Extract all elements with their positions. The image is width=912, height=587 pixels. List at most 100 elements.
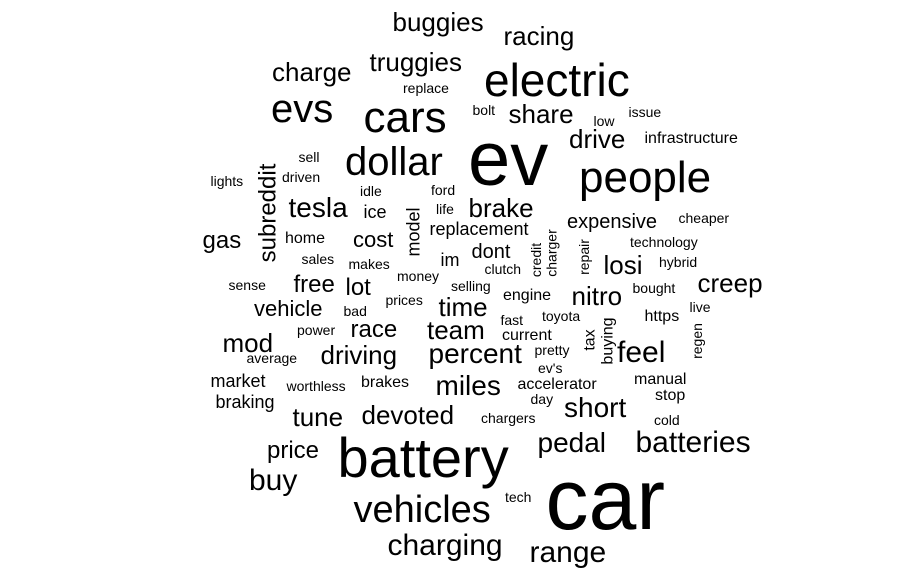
word-electric: electric: [484, 54, 630, 106]
word-racing: racing: [503, 21, 575, 51]
word-bolt: bolt: [472, 102, 496, 118]
word-lights: lights: [210, 173, 244, 189]
word-ford: ford: [431, 182, 456, 198]
word-clutch: clutch: [484, 261, 522, 277]
word-life: life: [436, 201, 454, 217]
word-evs-apostrophe: ev's: [538, 360, 563, 376]
word-price: price: [267, 437, 320, 464]
word-chargers: chargers: [481, 410, 536, 426]
word-dollar: dollar: [345, 140, 443, 184]
word-tax: tax: [581, 329, 599, 351]
word-live: live: [689, 299, 711, 315]
word-subreddit: subreddit: [253, 163, 281, 263]
word-pedal: pedal: [537, 427, 607, 458]
word-worthless: worthless: [286, 378, 346, 394]
word-average: average: [246, 350, 298, 366]
word-tech: tech: [505, 489, 532, 505]
word-sense: sense: [228, 277, 266, 293]
word-repair: repair: [575, 239, 592, 275]
word-power: power: [297, 322, 336, 338]
word-charger: charger: [543, 229, 560, 277]
word-race: race: [350, 316, 398, 343]
word-vehicles: vehicles: [353, 489, 491, 531]
word-model: model: [403, 207, 424, 257]
word-brakes: brakes: [361, 374, 410, 391]
word-tesla: tesla: [288, 192, 348, 223]
word-buying: buying: [599, 317, 617, 365]
word-team: team: [427, 315, 485, 345]
word-share: share: [508, 99, 574, 129]
word-braking: braking: [215, 392, 275, 412]
word-fast: fast: [500, 312, 524, 328]
word-makes: makes: [348, 256, 390, 272]
word-day: day: [530, 391, 554, 407]
word-nitro: nitro: [571, 281, 623, 311]
word-gas: gas: [202, 227, 242, 254]
word-hybrid: hybrid: [659, 254, 698, 270]
word-toyota: toyota: [542, 308, 581, 324]
word-devoted: devoted: [361, 400, 455, 430]
word-lot: lot: [345, 274, 371, 301]
word-charge: charge: [272, 57, 352, 87]
word-https: https: [644, 308, 680, 325]
word-cars: cars: [363, 93, 447, 142]
word-cost: cost: [353, 227, 394, 252]
word-tune: tune: [292, 402, 344, 432]
word-manual: manual: [634, 371, 687, 388]
word-engine: engine: [503, 287, 552, 304]
word-prices: prices: [385, 292, 423, 308]
word-sell: sell: [298, 149, 320, 165]
word-low: low: [593, 113, 615, 129]
word-truggies: truggies: [369, 47, 463, 77]
word-replace: replace: [403, 80, 449, 96]
word-cold: cold: [654, 412, 680, 428]
word-accelerator: accelerator: [517, 376, 597, 393]
word-losi: losi: [603, 250, 643, 280]
word-charging: charging: [387, 529, 503, 562]
word-people: people: [579, 153, 712, 202]
word-selling: selling: [451, 278, 491, 294]
word-issue: issue: [628, 104, 662, 120]
word-free: free: [293, 271, 335, 298]
word-cheaper: cheaper: [678, 210, 730, 226]
word-feel: feel: [617, 336, 666, 369]
word-miles: miles: [435, 370, 501, 401]
word-battery: battery: [337, 426, 509, 489]
word-regen: regen: [688, 323, 705, 359]
word-dont: dont: [471, 241, 511, 263]
word-evs: evs: [271, 87, 334, 131]
word-ev: ev: [468, 117, 549, 202]
word-current: current: [502, 327, 552, 344]
word-brake: brake: [468, 193, 534, 223]
word-replacement: replacement: [429, 219, 529, 239]
word-bad: bad: [343, 303, 367, 319]
word-technology: technology: [630, 234, 698, 250]
word-buggies: buggies: [392, 7, 484, 37]
word-sales: sales: [301, 251, 335, 267]
word-ice: ice: [363, 202, 387, 222]
word-infrastructure: infrastructure: [644, 130, 738, 147]
word-range: range: [529, 536, 607, 569]
word-im: im: [440, 250, 460, 270]
word-bought: bought: [632, 280, 676, 296]
word-short: short: [564, 392, 627, 423]
word-vehicle: vehicle: [254, 296, 323, 321]
word-expensive: expensive: [567, 211, 658, 233]
word-money: money: [397, 268, 440, 284]
word-batteries: batteries: [635, 426, 751, 459]
word-idle: idle: [360, 183, 382, 199]
word-drive: drive: [569, 124, 626, 154]
word-market: market: [210, 371, 266, 391]
word-driven: driven: [282, 169, 321, 185]
word-buy: buy: [249, 464, 298, 497]
word-home: home: [285, 230, 326, 247]
word-stop: stop: [655, 387, 686, 404]
word-credit: credit: [528, 242, 545, 278]
word-mod: mod: [222, 328, 274, 358]
word-car: car: [545, 452, 665, 548]
word-creep: creep: [697, 268, 763, 298]
word-pretty: pretty: [534, 342, 570, 358]
word-percent: percent: [428, 338, 522, 369]
word-driving: driving: [320, 340, 398, 370]
